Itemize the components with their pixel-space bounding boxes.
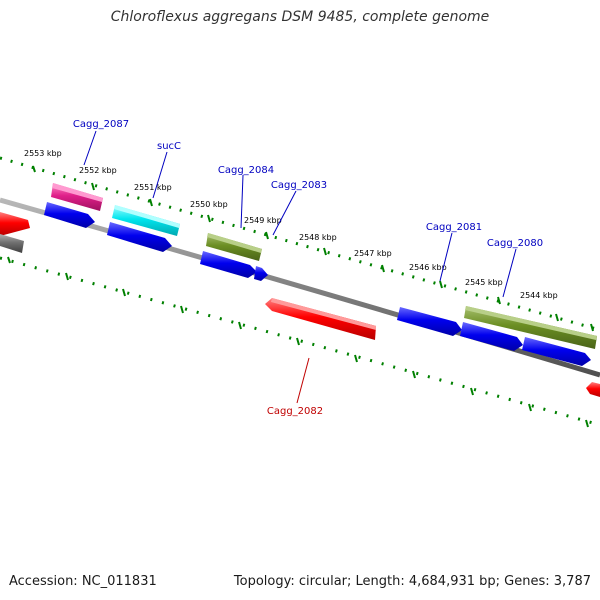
scale-label-2547: 2547 kbp: [354, 249, 392, 258]
gene-label-cagg-2080[interactable]: Cagg_2080: [487, 238, 543, 249]
gene-arrow-blue-2[interactable]: [107, 222, 172, 252]
gene-label-cagg-2084[interactable]: Cagg_2084: [218, 165, 274, 176]
map-title: Chloroflexus aggregans DSM 9485, complet…: [110, 9, 490, 25]
gene-feature-cyan[interactable]: [112, 205, 180, 236]
gene-arrow-blue-2084[interactable]: [200, 251, 257, 278]
leader-succ: [152, 151, 168, 199]
major-tick: [32, 165, 36, 173]
major-tick: [497, 296, 501, 305]
gene-label-cagg-2081[interactable]: Cagg_2081: [426, 222, 482, 233]
gene-label-cagg-2083[interactable]: Cagg_2083: [271, 180, 327, 191]
leader-cagg-2080: [502, 248, 517, 298]
major-tick: [91, 182, 95, 191]
accession-text: Accession: NC_011831: [9, 574, 157, 589]
leader-cagg-2082: [296, 357, 310, 404]
major-tick: [207, 214, 211, 223]
scale-label-2545: 2545 kbp: [465, 278, 503, 287]
gene-arrow-blue-1[interactable]: [44, 202, 95, 228]
outer-gene-track: [0, 183, 597, 349]
major-tick: [122, 288, 126, 297]
gene-feature-olive-2080[interactable]: [464, 306, 597, 349]
inner-major-ticks: [7, 256, 589, 428]
forward-label-leaders: [83, 130, 517, 298]
major-tick: [238, 321, 242, 330]
gene-arrow-blue-2081[interactable]: [397, 307, 462, 336]
major-tick: [555, 313, 559, 322]
outer-major-ticks: [32, 165, 594, 332]
major-tick: [7, 256, 11, 264]
gene-feature-gray-left[interactable]: [0, 234, 24, 253]
scale-label-2551: 2551 kbp: [134, 183, 172, 192]
scale-label-2544: 2544 kbp: [520, 291, 558, 300]
scale-label-2550: 2550 kbp: [190, 200, 228, 209]
gene-label-cagg-2087[interactable]: Cagg_2087: [73, 119, 129, 130]
scale-label-2546: 2546 kbp: [409, 263, 447, 272]
reverse-gene-track: [265, 298, 600, 397]
major-tick: [65, 272, 69, 281]
major-tick: [381, 264, 385, 273]
reverse-label-leaders: [296, 357, 310, 404]
major-tick: [323, 247, 327, 256]
major-tick: [354, 354, 358, 363]
major-tick: [585, 419, 589, 428]
gene-arrow-blue-2080[interactable]: [522, 337, 591, 366]
scale-label-2552: 2552 kbp: [79, 166, 117, 175]
scale-label-2553: 2553 kbp: [24, 149, 62, 158]
forward-gene-track: [0, 202, 591, 366]
gene-arrow-blue-2083[interactable]: [254, 266, 268, 281]
leader-cagg-2083: [272, 190, 297, 236]
major-tick: [470, 387, 474, 396]
gene-feature-olive-2084[interactable]: [206, 233, 262, 261]
topology-text: Topology: circular; Length: 4,684,931 bp…: [233, 574, 591, 589]
gene-arrow-red-right[interactable]: [586, 382, 600, 397]
major-tick: [149, 198, 153, 207]
gene-feature-red-left[interactable]: [0, 212, 30, 236]
leader-cagg-2081: [439, 232, 453, 282]
major-tick: [590, 323, 594, 332]
major-tick: [265, 231, 269, 240]
scale-label-2548: 2548 kbp: [299, 233, 337, 242]
major-tick: [296, 337, 300, 346]
major-tick: [528, 403, 532, 412]
scale-label-2549: 2549 kbp: [244, 216, 282, 225]
major-tick: [180, 305, 184, 314]
major-tick: [412, 370, 416, 379]
leader-cagg-2087: [83, 130, 97, 166]
leader-cagg-2084: [240, 174, 244, 229]
gene-arrow-blue-3[interactable]: [460, 322, 523, 351]
gene-arrow-red-2082[interactable]: [265, 298, 376, 340]
gene-label-cagg-2082[interactable]: Cagg_2082: [267, 406, 323, 417]
major-tick: [439, 280, 443, 289]
gene-feature-magenta[interactable]: [51, 183, 103, 211]
gene-label-succ[interactable]: sucC: [157, 141, 181, 152]
